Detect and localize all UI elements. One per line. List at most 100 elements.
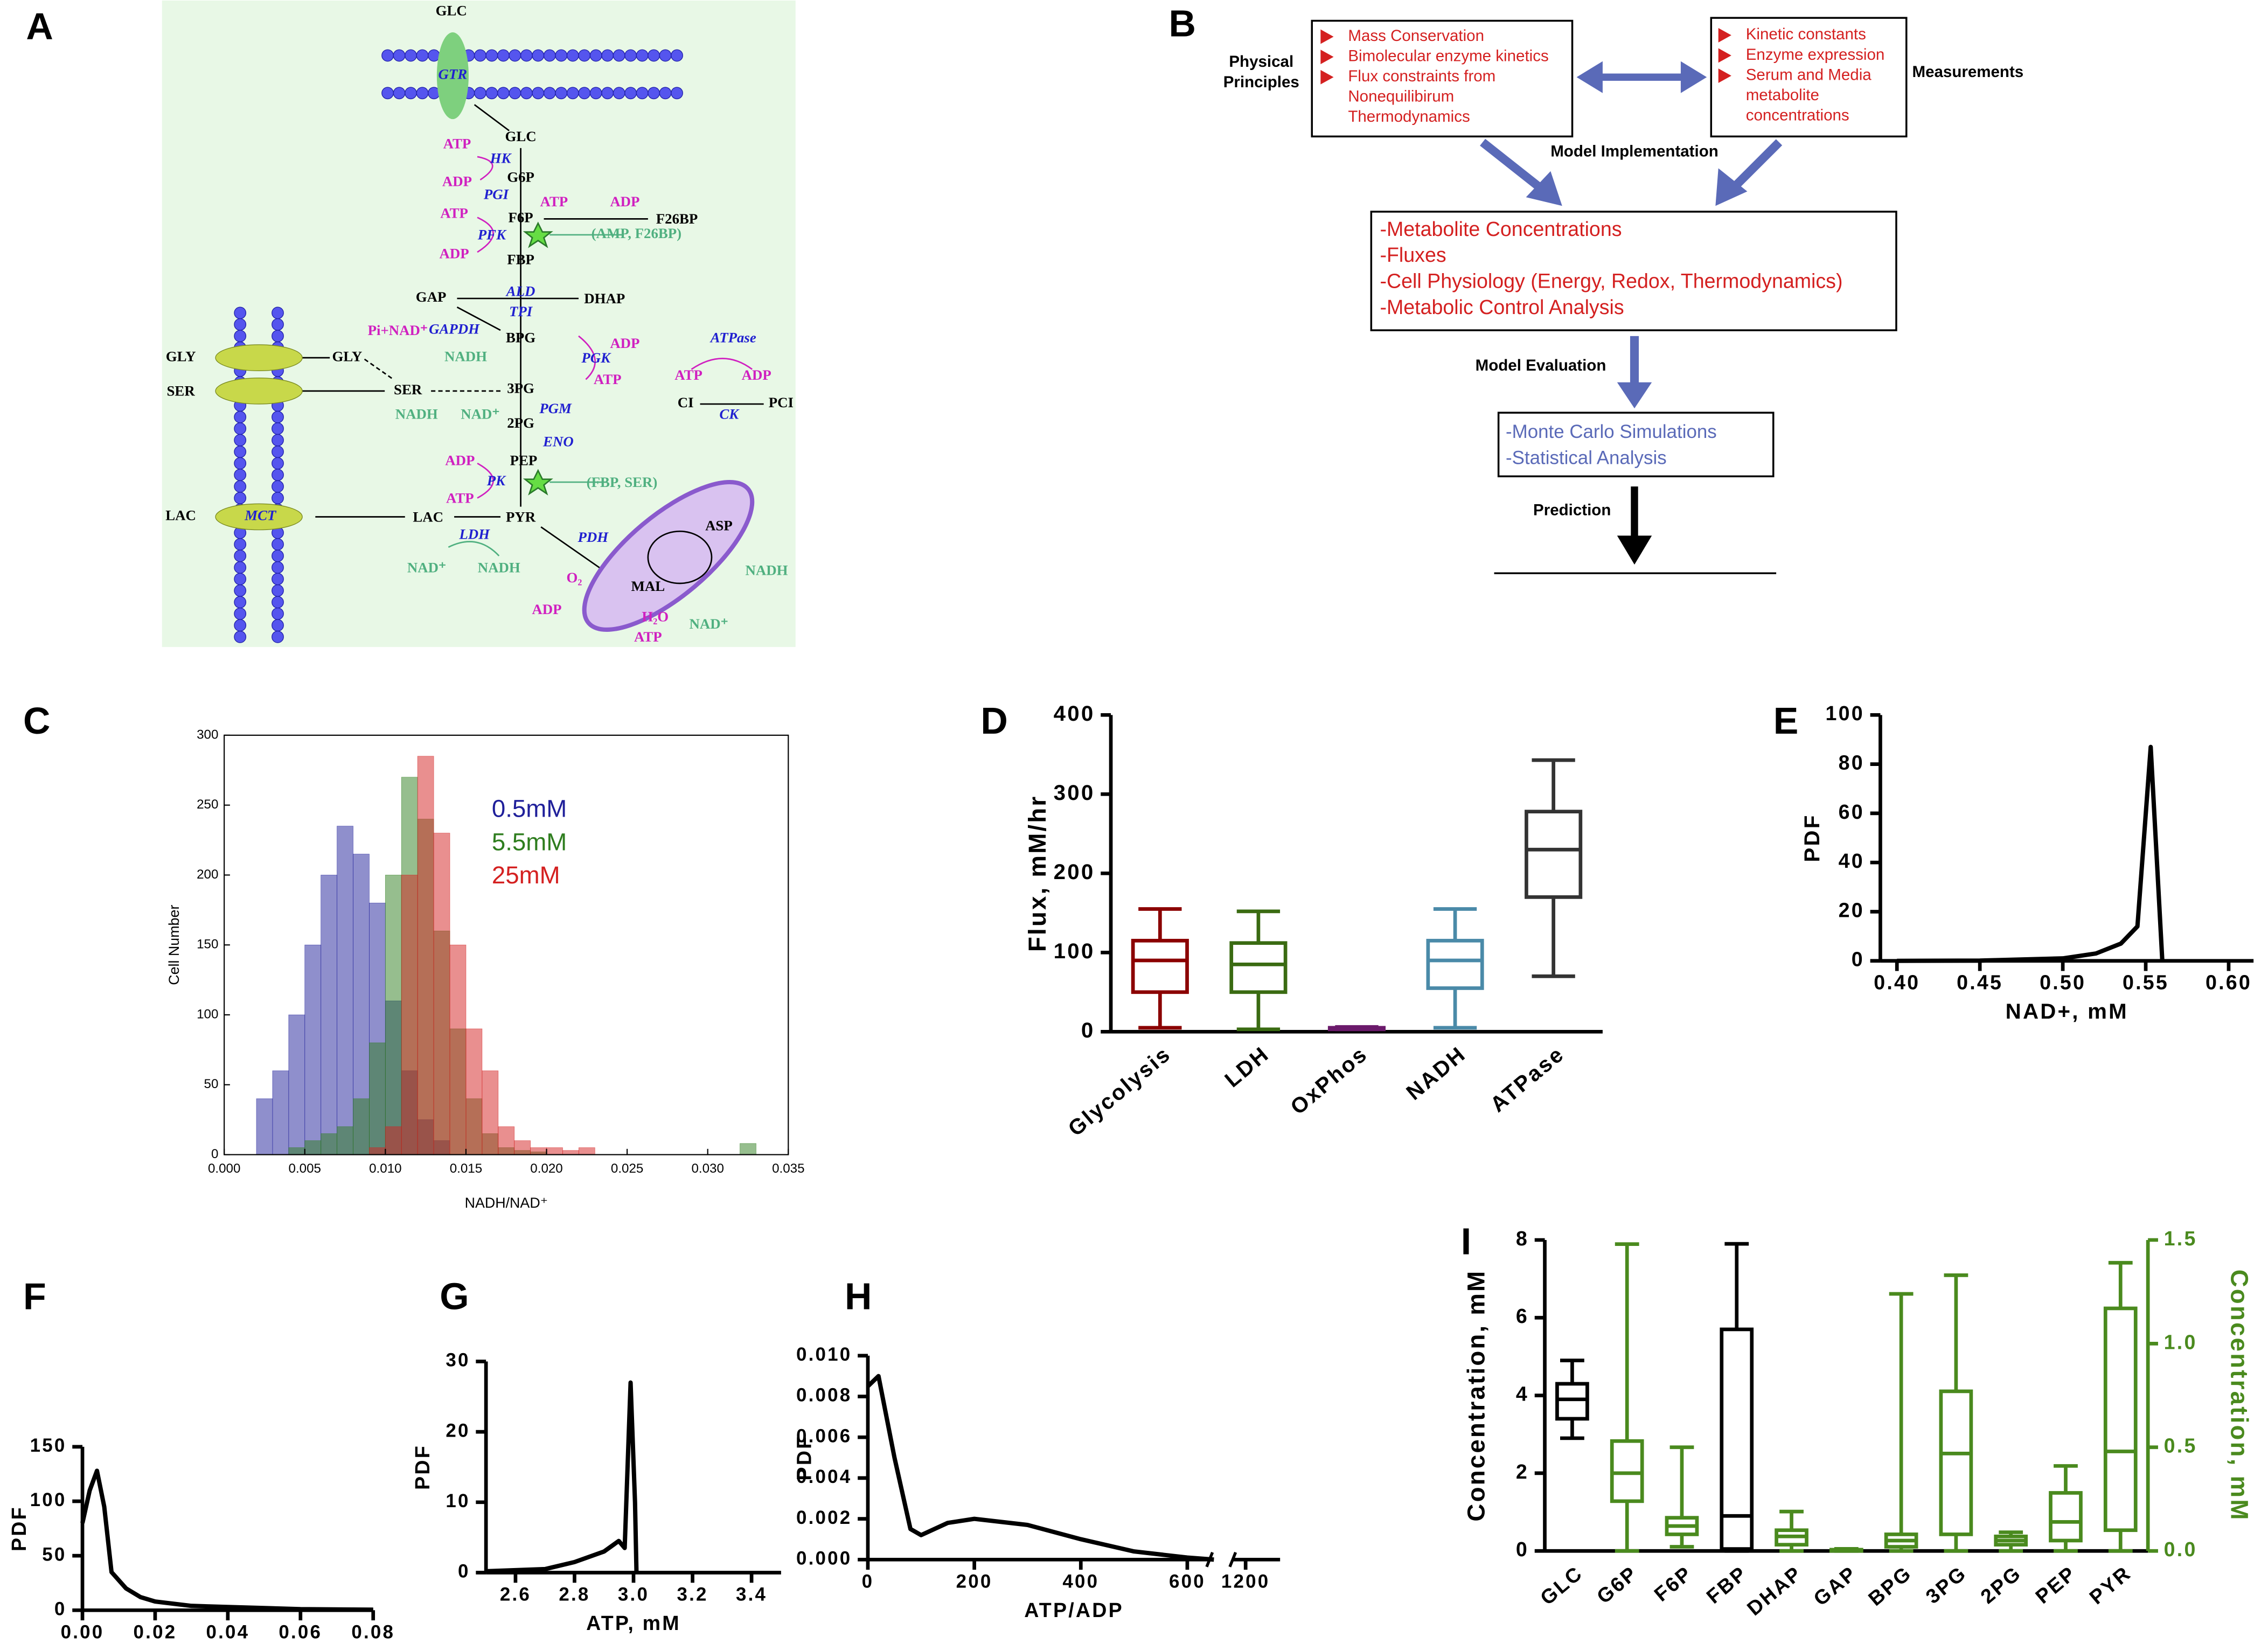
workflow-text: concentrations: [1746, 107, 1849, 124]
transporter: [436, 32, 469, 120]
x-tick-label: 0.015: [450, 1161, 482, 1176]
workflow-text: Thermodynamics: [1348, 108, 1470, 126]
arrow: [456, 306, 501, 331]
histogram-bar: [740, 1143, 756, 1155]
pathway-label: 3PG: [507, 380, 534, 396]
lipid: [272, 330, 284, 343]
pathway-label: PGM: [539, 400, 572, 416]
histogram-bar: [369, 1042, 386, 1155]
lipid: [543, 87, 556, 100]
panel-label: B: [1168, 3, 1195, 45]
box: [2049, 1491, 2083, 1543]
arrow: [448, 541, 500, 556]
x-tick-label: 3.4: [736, 1584, 767, 1605]
x-tick-label: PEP: [2031, 1561, 2081, 1608]
box: [1720, 1327, 1754, 1551]
x-tick-label: 0.02: [134, 1621, 177, 1642]
regulator-star: [523, 221, 553, 248]
arrow: [540, 526, 608, 574]
histogram-bar: [514, 1140, 531, 1155]
pathway-label: LDH: [458, 526, 490, 542]
pathway-label: MCT: [244, 507, 277, 524]
transporter: [215, 378, 303, 405]
pathway-label: H₂O: [642, 609, 669, 625]
tca-cycle: [647, 530, 713, 584]
lipid: [272, 561, 284, 574]
panel-label: D: [980, 700, 1007, 742]
lipid: [234, 607, 247, 620]
workflow-text: Mass Conservation: [1348, 27, 1484, 45]
lipid: [234, 596, 247, 609]
pdf-line: [80, 1468, 373, 1612]
x-tick-label: 0.030: [691, 1161, 723, 1176]
pathway-label: NADH: [444, 348, 487, 364]
workflow-text: -Statistical Analysis: [1506, 447, 1667, 468]
x-tick-label: 0.50: [2040, 971, 2086, 994]
bullet: [1320, 50, 1334, 65]
x-tick-label: OxPhos: [1286, 1041, 1372, 1119]
arrowhead: [1617, 535, 1652, 565]
y-tick-label: 30: [446, 1350, 470, 1371]
x-tick-label: 3.0: [618, 1584, 649, 1605]
x-tick-label: NADH: [1402, 1041, 1471, 1105]
arrow: [1480, 138, 1548, 195]
y-tick-label: 0: [54, 1599, 67, 1620]
y-tick-label: 0.008: [796, 1385, 852, 1406]
x-tick-label: 0.08: [351, 1621, 395, 1642]
panel-label: A: [26, 5, 53, 47]
lipid: [578, 49, 591, 62]
x-tick-label: 0.00: [61, 1621, 105, 1642]
lipid: [272, 445, 284, 458]
lipid: [543, 49, 556, 62]
x-tick-label: DHAP: [1743, 1561, 1806, 1620]
x-tick-label: LDH: [1220, 1041, 1274, 1092]
workflow-text: Serum and Media: [1746, 66, 1872, 83]
lipid: [671, 87, 683, 100]
histogram-bar: [353, 1098, 370, 1155]
lipid: [624, 87, 637, 100]
lipid: [416, 87, 429, 100]
pdf-line: [866, 1374, 1214, 1562]
y-tick-label: 4: [1516, 1383, 1529, 1405]
lipid: [234, 584, 247, 597]
pathway-label: PGI: [483, 186, 510, 203]
arrowhead: [1576, 61, 1603, 93]
box: [2103, 1306, 2138, 1532]
workflow-text: Kinetic constants: [1746, 25, 1866, 43]
pathway-label: DHAP: [584, 290, 625, 306]
x-tick-label: 0.035: [772, 1161, 804, 1176]
lipid: [624, 49, 637, 62]
pathway-label: SER: [394, 381, 422, 398]
lipid: [381, 49, 394, 62]
y-axis-label: Cell Number: [166, 905, 182, 985]
box: [1610, 1439, 1644, 1503]
pathway-label: GLY: [166, 348, 196, 364]
y-tick-label: 0: [458, 1561, 470, 1582]
pathway-label: FBP: [507, 251, 534, 267]
mitochondrion: [582, 479, 755, 632]
x-axis-label: ATP, mM: [586, 1612, 681, 1634]
y-tick-label: 40: [1839, 849, 1865, 872]
x-axis-label: ATP/ADP: [1024, 1599, 1124, 1621]
arrowhead: [1526, 171, 1562, 206]
lipid: [272, 492, 284, 504]
arrow: [691, 358, 753, 370]
pdf-line: [1897, 744, 2165, 963]
regulator-star: [523, 469, 553, 496]
lipid: [566, 87, 579, 100]
lipid: [636, 87, 649, 100]
lipid: [272, 318, 284, 331]
pathway-label: ADP: [440, 246, 469, 262]
panel-label: C: [23, 700, 50, 742]
lipid: [234, 445, 247, 458]
pathway-label: 2PG: [507, 415, 534, 431]
lipid: [272, 549, 284, 562]
x-tick-label: 0: [862, 1571, 874, 1592]
y-tick-label: 100: [1054, 939, 1095, 963]
bullet: [1320, 29, 1334, 44]
x-tick-label: GLC: [1536, 1561, 1587, 1609]
pathway-label: PYR: [506, 508, 536, 525]
workflow-text: -Metabolite Concentrations: [1380, 218, 1622, 240]
lipid: [272, 596, 284, 609]
